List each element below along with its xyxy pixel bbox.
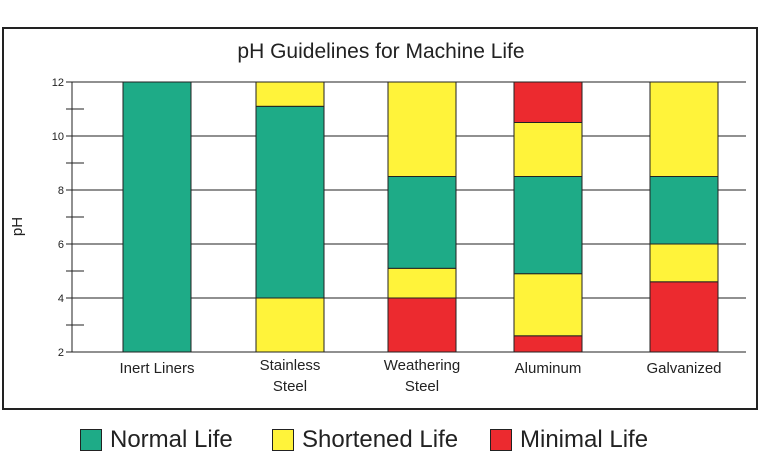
- legend: Normal Life Shortened Life Minimal Life: [0, 424, 762, 456]
- bar-4-segment-1: [649, 243, 719, 283]
- y-tick-label-10: 10: [52, 131, 64, 143]
- legend-item-shortened: Shortened Life: [272, 424, 458, 456]
- bar-3-segment-1: [513, 273, 583, 337]
- y-tick-label-6: 6: [58, 239, 64, 251]
- legend-label-shortened: Shortened Life: [302, 426, 459, 453]
- category-label-line: Steel: [273, 378, 307, 395]
- category-label-0: Inert Liners: [119, 360, 194, 377]
- legend-swatch-minimal: [490, 429, 512, 451]
- bar-4-segment-2: [649, 176, 719, 245]
- y-tick-label-12: 12: [52, 77, 64, 89]
- bar-3-segment-4: [513, 81, 583, 123]
- bar-2-segment-3: [387, 81, 457, 177]
- category-label-line: Stainless: [260, 357, 321, 374]
- chart-frame: [2, 27, 758, 410]
- bar-3-segment-3: [513, 122, 583, 177]
- bar-1-segment-0: [255, 297, 325, 353]
- category-label-line: Galvanized: [646, 360, 721, 377]
- category-label-line: Steel: [405, 378, 439, 395]
- bar-3-segment-2: [513, 176, 583, 275]
- y-tick-label-2: 2: [58, 347, 64, 359]
- y-tick-label-8: 8: [58, 185, 64, 197]
- bar-2-segment-2: [387, 176, 457, 269]
- category-label-line: Weathering: [384, 357, 460, 374]
- bar-2-segment-1: [387, 267, 457, 299]
- bar-1-segment-1: [255, 105, 325, 299]
- category-label-3: Aluminum: [515, 360, 582, 377]
- category-label-2: Weathering Steel: [384, 357, 460, 395]
- legend-swatch-shortened: [272, 429, 294, 451]
- legend-swatch-normal: [80, 429, 102, 451]
- bar-0-segment-0: [122, 81, 192, 353]
- bar-4-segment-0: [649, 281, 719, 353]
- bar-2-segment-0: [387, 297, 457, 353]
- chart-title: pH Guidelines for Machine Life: [237, 40, 525, 63]
- y-tick-label-4: 4: [58, 293, 64, 305]
- legend-label-normal: Normal Life: [110, 426, 233, 453]
- bar-4-segment-3: [649, 81, 719, 177]
- legend-item-minimal: Minimal Life: [490, 424, 648, 456]
- bar-3-segment-0: [513, 335, 583, 353]
- legend-item-normal: Normal Life: [80, 424, 233, 456]
- legend-label-minimal: Minimal Life: [520, 426, 649, 453]
- category-label-line: Inert Liners: [119, 360, 194, 377]
- bar-1-segment-2: [255, 81, 325, 107]
- category-label-line: Aluminum: [515, 360, 582, 377]
- category-label-1: Stainless Steel: [260, 357, 321, 395]
- category-label-4: Galvanized: [646, 360, 721, 377]
